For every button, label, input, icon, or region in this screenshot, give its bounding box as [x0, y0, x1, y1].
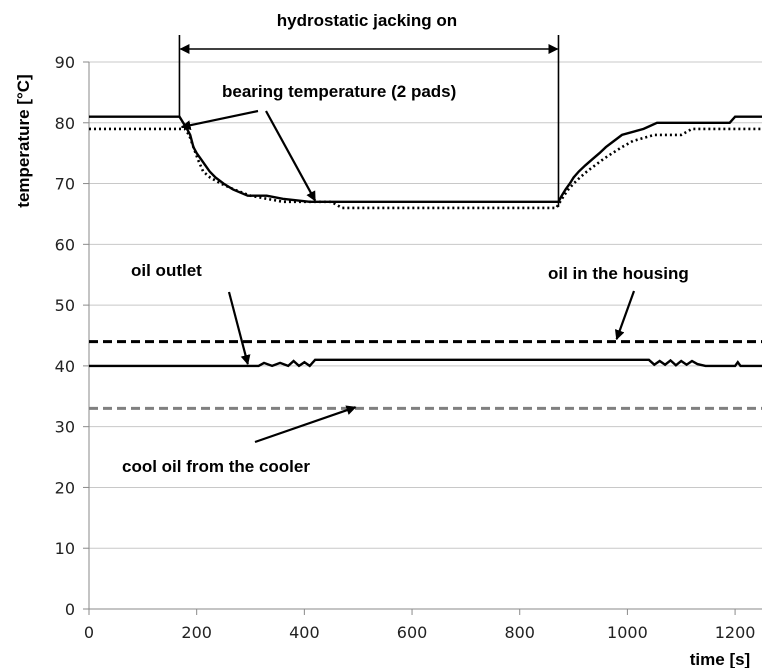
bearing-label: bearing temperature (2 pads) [222, 82, 456, 101]
series-lines [89, 115, 762, 410]
oil-outlet-arrow [227, 291, 251, 366]
x-tick-label: 0 [84, 623, 94, 642]
y-tick-label: 40 [55, 357, 75, 376]
y-axis-title: temperature [°C] [14, 74, 33, 207]
oil-housing-label: oil in the housing [548, 264, 689, 283]
x-tick-label: 200 [181, 623, 212, 642]
x-tick-label: 400 [289, 623, 320, 642]
bearing-arrow-2 [265, 110, 317, 202]
oil-outlet-label: oil outlet [131, 261, 202, 280]
bearing-arrow-1 [180, 109, 259, 131]
y-tick-label: 10 [55, 539, 75, 558]
series-line-oil-outlet [89, 358, 762, 368]
y-tick-label: 90 [55, 53, 75, 72]
tick-labels: 0 10 20 30 40 50 60 70 80 90 0 200 400 600 800 1000 1200 [55, 53, 756, 642]
annotations: hydrostatic jacking on bearing temperatur… [122, 11, 689, 476]
jacking-label: hydrostatic jacking on [277, 11, 457, 30]
y-tick-label: 20 [55, 478, 75, 497]
y-tick-label: 70 [55, 175, 75, 194]
series-line-bearing-pad-2 [89, 127, 762, 210]
cool-oil-label: cool oil from the cooler [122, 457, 310, 476]
axes [83, 61, 762, 615]
x-axis-title: time [s] [690, 650, 750, 668]
y-tick-label: 30 [55, 418, 75, 437]
x-tick-label: 1200 [715, 623, 756, 642]
x-tick-label: 800 [504, 623, 535, 642]
y-tick-label: 0 [65, 600, 75, 619]
y-tick-label: 80 [55, 114, 75, 133]
oil-housing-arrow [614, 290, 636, 341]
series-line-bearing-pad-1 [89, 115, 762, 203]
y-tick-label: 60 [55, 235, 75, 254]
cool-oil-arrow [254, 405, 357, 444]
y-tick-label: 50 [55, 296, 75, 315]
axis-titles: time [s] temperature [°C] [14, 74, 750, 668]
x-tick-label: 600 [397, 623, 428, 642]
x-tick-label: 1000 [607, 623, 648, 642]
